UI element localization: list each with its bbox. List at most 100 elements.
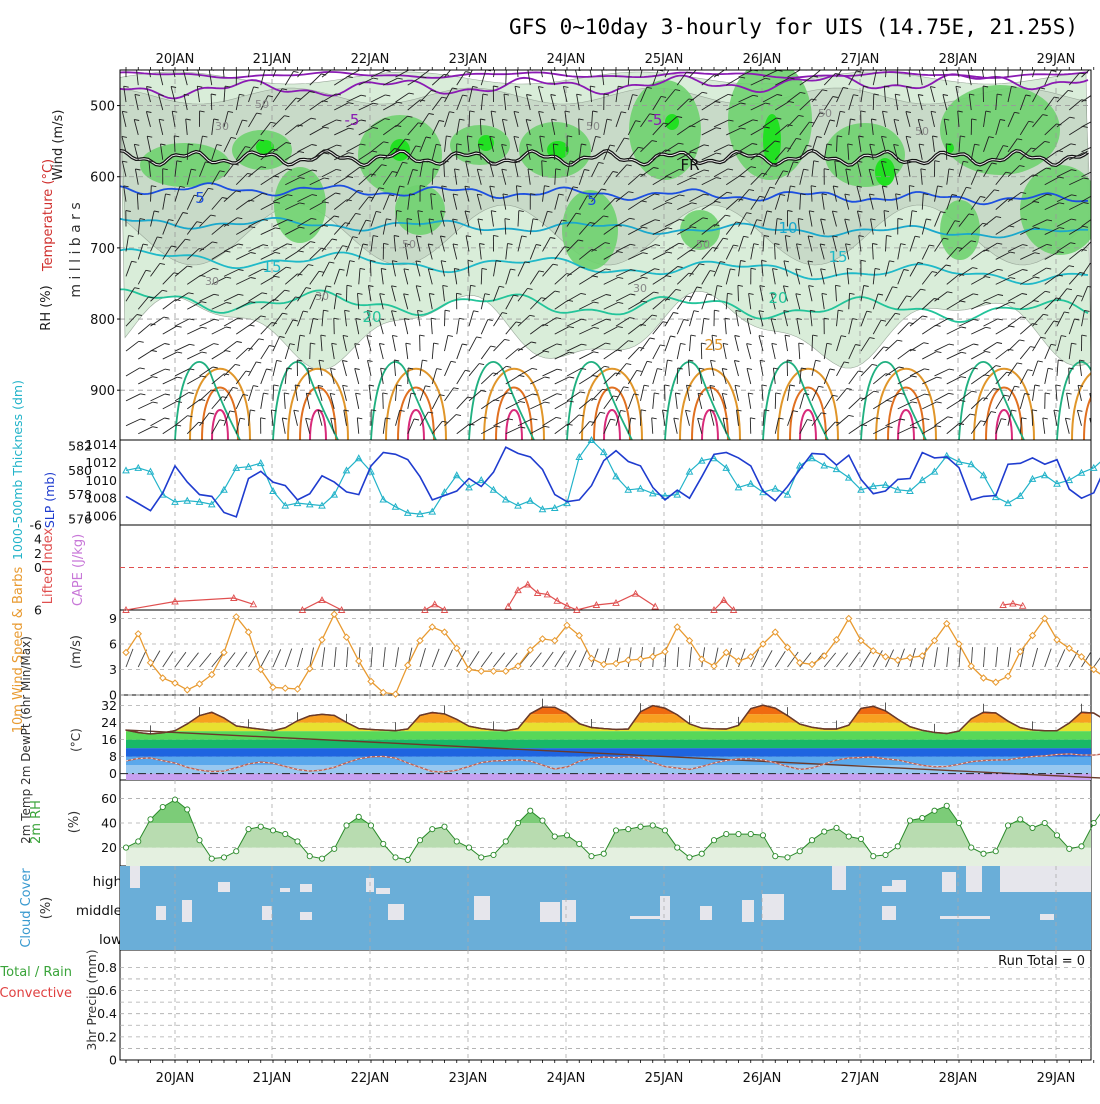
wind-barb-10m <box>494 653 505 667</box>
rh2m-point <box>920 815 925 820</box>
stability-panel <box>120 568 1091 613</box>
date-bottom-label: 23JAN <box>449 1071 488 1086</box>
rh-contour-label: 50 <box>915 125 929 138</box>
rh2m-point <box>136 839 141 844</box>
wind-barb-10m <box>224 653 235 668</box>
rh2m-point <box>1079 844 1084 849</box>
wind-barb-flag <box>616 61 621 62</box>
wind-barb-flag <box>931 62 936 63</box>
slp-ytick-label: 1010 <box>85 473 117 488</box>
rh2m-point <box>209 856 214 861</box>
rh2m-point <box>809 838 814 843</box>
rh2m-point <box>172 797 177 802</box>
rh-band <box>120 823 1091 848</box>
rh2m-point <box>430 827 435 832</box>
wind-barb-10m <box>420 648 426 667</box>
wind-barb-10m <box>579 649 587 667</box>
date-top-label: 26JAN <box>743 52 782 67</box>
slp-thickness-panel <box>123 437 1100 517</box>
wind-barb-10m <box>1057 649 1065 667</box>
wind-barb-10m <box>1069 650 1078 667</box>
wind-barb-10m <box>849 652 860 667</box>
panel-frame-pre <box>120 950 1091 1060</box>
wind-barb-10m <box>396 647 399 667</box>
rh2m-point <box>993 849 998 854</box>
ua-ylabel: m i l l i b a r s <box>68 202 84 297</box>
rh-contour-label: 50 <box>818 107 832 120</box>
rh2m-point <box>858 836 863 841</box>
isotherm-label: FR <box>680 156 699 174</box>
rh2m-point <box>687 855 692 860</box>
wind-speed-point <box>650 654 656 660</box>
rh2m-point <box>393 855 398 860</box>
wind-barb-10m <box>236 652 247 667</box>
rh2m-point <box>381 841 386 846</box>
rh-contour-label: 50 <box>696 238 710 251</box>
cloud-gap-bar <box>218 882 230 892</box>
wind-barb-10m <box>984 647 985 667</box>
cloud-cover-panel <box>120 866 1091 950</box>
rh2m-point <box>1054 833 1059 838</box>
wind-barb-flag <box>223 61 228 62</box>
ua-ytick-label: 800 <box>90 313 115 328</box>
ua-ytick-label: 500 <box>90 100 115 115</box>
cloud-gap-bar <box>388 904 404 920</box>
date-top-label: 24JAN <box>547 52 586 67</box>
date-top-label: 27JAN <box>841 52 880 67</box>
wind-barb <box>1094 177 1100 184</box>
wind-barb <box>1094 294 1098 309</box>
thickness-label: 1000-500mb Thickness (dm) <box>10 380 25 560</box>
wind-barb <box>738 285 739 301</box>
slp-ytick-label: 1006 <box>85 509 117 524</box>
wind-barb <box>1094 76 1100 86</box>
cloud-gap-bar <box>280 888 290 892</box>
wind-barb-flag <box>308 65 313 66</box>
wind-barb-10m <box>861 651 871 667</box>
wind-barb-10m <box>261 650 270 667</box>
li-line <box>508 585 655 611</box>
wind-barb-10m <box>530 653 541 667</box>
wind-barb-10m <box>347 647 348 667</box>
rh2m-point <box>491 852 496 857</box>
temp-ytick-label: 16 <box>101 732 117 747</box>
temp-band <box>120 714 1091 723</box>
rh2m-point <box>295 839 300 844</box>
rh2m-point <box>589 854 594 859</box>
cloud-gap-bar <box>892 880 906 892</box>
wind-barb-flag <box>908 61 913 62</box>
rh2m-point <box>981 851 986 856</box>
rh-bright-blob <box>256 140 274 154</box>
rh-band <box>120 798 1091 823</box>
cloud-gap-bar <box>474 896 490 920</box>
wind-barb-flag <box>1096 170 1100 171</box>
date-top-label: 21JAN <box>253 52 292 67</box>
rh2m-point <box>834 825 839 830</box>
wind-speed-point <box>883 654 889 660</box>
rh2m-point <box>907 818 912 823</box>
isotherm-label: 25 <box>704 336 723 354</box>
li-ytick-label: 0 <box>34 560 42 575</box>
temperature2m-panel <box>120 697 1100 780</box>
wind-barb <box>370 260 371 276</box>
rh2m-point <box>540 818 545 823</box>
rh2m-point <box>307 854 312 859</box>
rh2m-point <box>356 814 361 819</box>
rh2m-point <box>123 845 128 850</box>
wind-barb-10m <box>371 647 373 667</box>
date-bottom-label: 20JAN <box>156 1071 195 1086</box>
wind-speed-point <box>1005 673 1011 679</box>
wind-speed-point <box>393 691 399 697</box>
wind-barb-flag <box>1095 318 1100 319</box>
wind-barb-10m <box>1094 652 1100 667</box>
rh2m-point <box>503 839 508 844</box>
cape-label: CAPE (J/kg) <box>71 534 86 606</box>
wind-speed-point <box>466 667 472 673</box>
rh2m-point <box>515 820 520 825</box>
slp-ytick-label: 1008 <box>85 491 117 506</box>
wind-ytick-label: 9 <box>109 611 117 626</box>
rh2m-point <box>675 845 680 850</box>
rh2m-point <box>650 823 655 828</box>
wind-barb-10m <box>285 649 291 667</box>
temp-ytick-label: 0 <box>109 766 117 781</box>
